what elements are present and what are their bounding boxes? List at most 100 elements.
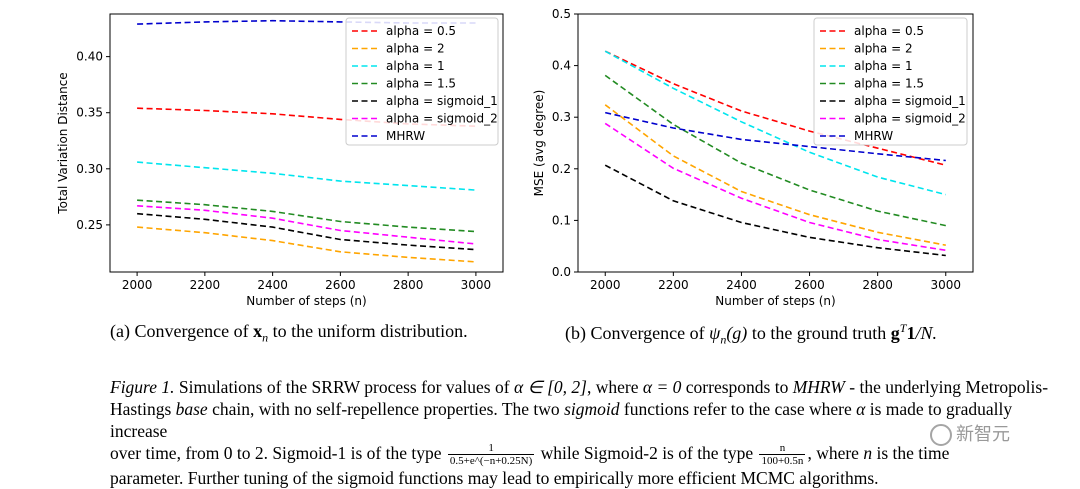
caption-line-2: Hastings base chain, with no self-repell… bbox=[110, 398, 1060, 442]
subcaption-a-variable: x bbox=[253, 321, 263, 341]
caption-math: α ∈ [0, 2] bbox=[513, 377, 587, 397]
y-tick-label: 0.4 bbox=[552, 59, 571, 73]
x-axis-label: Number of steps (n) bbox=[715, 294, 835, 308]
caption-text: chain, with no self-repellence propertie… bbox=[207, 399, 565, 419]
y-tick-label: 0.5 bbox=[552, 7, 571, 21]
y-tick-label: 0.30 bbox=[76, 162, 103, 176]
sigmoid-2-fraction: n 100+0.5n bbox=[759, 442, 806, 468]
series-line-5 bbox=[604, 164, 946, 257]
y-tick-label: 0.2 bbox=[552, 162, 571, 176]
legend-label: alpha = sigmoid_2 bbox=[386, 112, 498, 126]
caption-text: corresponds to bbox=[681, 377, 793, 397]
caption-line-3: over time, from 0 to 2. Sigmoid-1 is of … bbox=[110, 442, 1060, 467]
subcaption-b-psi: ψ bbox=[709, 323, 721, 343]
x-tick-label: 2600 bbox=[794, 278, 825, 292]
x-tick-label: 2800 bbox=[862, 278, 893, 292]
caption-math: α = 0 bbox=[642, 377, 682, 397]
x-tick-label: 2400 bbox=[726, 278, 757, 292]
series-line-4 bbox=[137, 199, 476, 233]
series-line-3 bbox=[137, 161, 476, 191]
subcaption-a-suffix: to the uniform distribution. bbox=[268, 321, 468, 341]
left-chart-tvd: 2000 2200 2400 2600 2800 3000 0.25 0.30 0.35 0.40… bbox=[56, 13, 504, 308]
legend-box bbox=[813, 17, 968, 146]
subcaption-a-subscript: n bbox=[262, 330, 269, 345]
caption-line-4: parameter. Further tuning of the sigmoid… bbox=[110, 467, 1060, 489]
subcaption-a-prefix: (a) Convergence of bbox=[110, 321, 254, 341]
legend-label: alpha = 2 bbox=[386, 42, 445, 56]
axes-frame bbox=[109, 13, 504, 273]
x-tick-label: 2800 bbox=[393, 278, 424, 292]
legend-label: alpha = 2 bbox=[854, 42, 913, 56]
series-line-4 bbox=[604, 74, 946, 227]
series-line-6 bbox=[604, 122, 946, 252]
caption-math: n bbox=[863, 443, 873, 463]
watermark: 新智元 bbox=[930, 420, 1010, 446]
subcaption-b-middle: to the ground truth bbox=[747, 323, 891, 343]
subcaption-b-subscript: n bbox=[720, 332, 727, 347]
fraction-denominator: 100+0.5n bbox=[761, 455, 804, 468]
legend-label: alpha = 0.5 bbox=[854, 24, 924, 38]
x-tick-label: 2200 bbox=[658, 278, 689, 292]
x-axis-label: Number of steps (n) bbox=[246, 294, 366, 308]
legend-label: alpha = sigmoid_1 bbox=[854, 94, 966, 108]
legend-label: alpha = 1.5 bbox=[854, 77, 924, 91]
x-tick-label: 2000 bbox=[122, 278, 153, 292]
y-tick-label: 0.40 bbox=[76, 50, 103, 64]
x-tick-label: 3000 bbox=[930, 278, 961, 292]
subcaption-b: (b) Convergence of ψn(g) to the ground t… bbox=[565, 321, 937, 348]
legend-label: alpha = 0.5 bbox=[386, 24, 456, 38]
caption-text: , where bbox=[807, 443, 864, 463]
watermark-text: 新智元 bbox=[956, 424, 1010, 445]
legend-label: alpha = 1.5 bbox=[386, 77, 456, 91]
y-tick-label: 0.25 bbox=[76, 218, 103, 232]
caption-emphasis: sigmoid bbox=[564, 399, 620, 419]
fraction-numerator: 1 bbox=[447, 442, 535, 456]
right-chart-mse: 2000 2200 2400 2600 2800 3000 0.0 0.1 0.2 0.3 0.4 0… bbox=[532, 7, 974, 308]
legend-label: MHRW bbox=[386, 129, 425, 143]
series-line-6 bbox=[137, 205, 476, 245]
caption-line-1: Figure 1. Simulations of the SRRW proces… bbox=[110, 376, 1060, 398]
x-tick-label: 2600 bbox=[325, 278, 356, 292]
caption-text: parameter. Further tuning of the sigmoid… bbox=[110, 468, 879, 489]
subcaption-b-prefix: (b) Convergence of bbox=[565, 323, 710, 343]
series-line-7 bbox=[605, 111, 946, 162]
caption-emphasis: base bbox=[175, 399, 208, 419]
caption-text: - the underlying Metropolis- bbox=[844, 377, 1049, 397]
x-tick-label: 2400 bbox=[257, 278, 288, 292]
x-tick-label: 3000 bbox=[461, 278, 492, 292]
fraction-numerator: n bbox=[759, 442, 806, 456]
legend-label: alpha = 1 bbox=[854, 59, 913, 73]
caption-text: functions refer to the case where bbox=[619, 399, 857, 419]
sigmoid-1-fraction: 1 0.5+e^(−n+0.25N) bbox=[447, 442, 535, 468]
caption-text: is the time bbox=[872, 443, 950, 463]
series-line-2 bbox=[137, 226, 476, 263]
subcaption-b-g: g bbox=[890, 323, 900, 343]
caption-label: Figure 1. bbox=[110, 377, 175, 397]
axes-frame bbox=[577, 13, 974, 273]
caption-text: is made to gradually increase bbox=[110, 399, 1013, 441]
legend-label: alpha = sigmoid_2 bbox=[854, 112, 966, 126]
figure-caption: Figure 1. Simulations of the SRRW proces… bbox=[110, 376, 1060, 489]
caption-text: Hastings bbox=[110, 399, 176, 419]
y-tick-label: 0.0 bbox=[552, 265, 571, 279]
series-line-2 bbox=[604, 104, 946, 246]
caption-math: α bbox=[856, 399, 866, 419]
subcaption-b-argument: (g) bbox=[726, 323, 748, 343]
caption-text: Simulations of the SRRW process for valu… bbox=[174, 377, 514, 397]
subcaption-a: (a) Convergence of xn to the uniform dis… bbox=[110, 321, 468, 346]
subcaption-b-suffix: /N. bbox=[915, 323, 937, 343]
x-tick-label: 2000 bbox=[590, 278, 621, 292]
y-axis-label: Total Variation Distance bbox=[56, 72, 70, 214]
caption-text: while Sigmoid-2 is of the type bbox=[536, 443, 758, 463]
caption-text: over time, from 0 to 2. Sigmoid-1 is of … bbox=[110, 443, 446, 463]
legend-label: alpha = 1 bbox=[386, 59, 445, 73]
caption-emphasis: MHRW bbox=[792, 377, 845, 397]
series-line-3 bbox=[604, 50, 946, 196]
caption-text: , where bbox=[587, 377, 643, 397]
y-tick-label: 0.1 bbox=[552, 213, 571, 227]
fraction-denominator: 0.5+e^(−n+0.25N) bbox=[449, 455, 533, 468]
subcaption-b-superscript: T bbox=[899, 321, 907, 335]
legend-label: MHRW bbox=[854, 129, 893, 143]
y-tick-label: 0.3 bbox=[552, 110, 571, 124]
subcaption-b-one: 1 bbox=[906, 323, 916, 343]
